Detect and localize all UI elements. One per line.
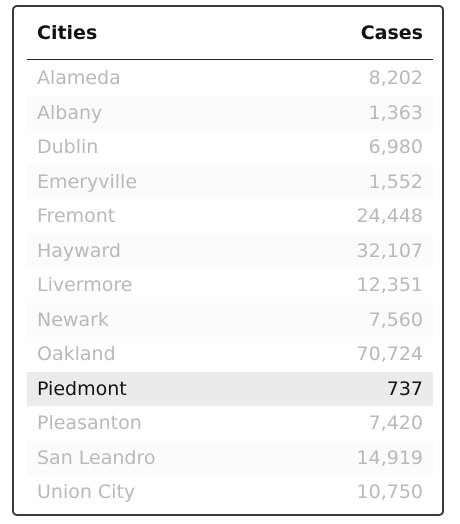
- city-cell: Pleasanton: [37, 412, 142, 435]
- city-cell: Union City: [37, 481, 136, 504]
- column-header-cases[interactable]: Cases: [360, 22, 423, 44]
- table-card: Cities Cases Alameda 8,202 Albany 1,363 …: [12, 5, 444, 516]
- table-row[interactable]: Pleasanton 7,420: [27, 406, 433, 441]
- table-row[interactable]: Emeryville 1,552: [27, 164, 433, 199]
- table-row[interactable]: Albany 1,363: [27, 95, 433, 130]
- cases-cell: 12,351: [356, 274, 423, 297]
- table-row[interactable]: Livermore 12,351: [27, 268, 433, 303]
- cases-cell: 737: [386, 377, 423, 400]
- table-row[interactable]: Fremont 24,448: [27, 199, 433, 234]
- city-cell: Albany: [37, 101, 103, 124]
- table-row[interactable]: Alameda 8,202: [27, 61, 433, 96]
- table-row[interactable]: Oakland 70,724: [27, 337, 433, 372]
- cases-cell: 6,980: [368, 136, 423, 159]
- city-cell: Dublin: [37, 136, 99, 159]
- city-cell: San Leandro: [37, 446, 156, 469]
- table-row[interactable]: San Leandro 14,919: [27, 440, 433, 475]
- cases-cell: 7,420: [368, 412, 423, 435]
- table-row[interactable]: Newark 7,560: [27, 302, 433, 337]
- cases-cell: 32,107: [356, 239, 423, 262]
- table-row-selected[interactable]: Piedmont 737: [27, 371, 433, 406]
- cases-table: Cities Cases Alameda 8,202 Albany 1,363 …: [27, 7, 433, 510]
- city-cell: Fremont: [37, 205, 116, 228]
- cases-cell: 8,202: [368, 67, 423, 90]
- cases-cell: 14,919: [356, 446, 423, 469]
- cases-cell: 1,363: [368, 101, 423, 124]
- column-header-cities[interactable]: Cities: [37, 22, 98, 44]
- table-row[interactable]: Union City 10,750: [27, 475, 433, 510]
- city-cell: Emeryville: [37, 170, 138, 193]
- cases-cell: 24,448: [356, 205, 423, 228]
- city-cell: Piedmont: [37, 377, 127, 400]
- city-cell: Alameda: [37, 67, 121, 90]
- city-cell: Livermore: [37, 274, 133, 297]
- table-row[interactable]: Hayward 32,107: [27, 233, 433, 268]
- cases-cell: 1,552: [368, 170, 423, 193]
- table-header: Cities Cases: [27, 7, 433, 60]
- city-cell: Oakland: [37, 343, 116, 366]
- table-row[interactable]: Dublin 6,980: [27, 130, 433, 165]
- table-body: Alameda 8,202 Albany 1,363 Dublin 6,980 …: [27, 61, 433, 510]
- city-cell: Hayward: [37, 239, 121, 262]
- city-cell: Newark: [37, 308, 109, 331]
- cases-cell: 10,750: [356, 481, 423, 504]
- cases-cell: 7,560: [368, 308, 423, 331]
- cases-cell: 70,724: [356, 343, 423, 366]
